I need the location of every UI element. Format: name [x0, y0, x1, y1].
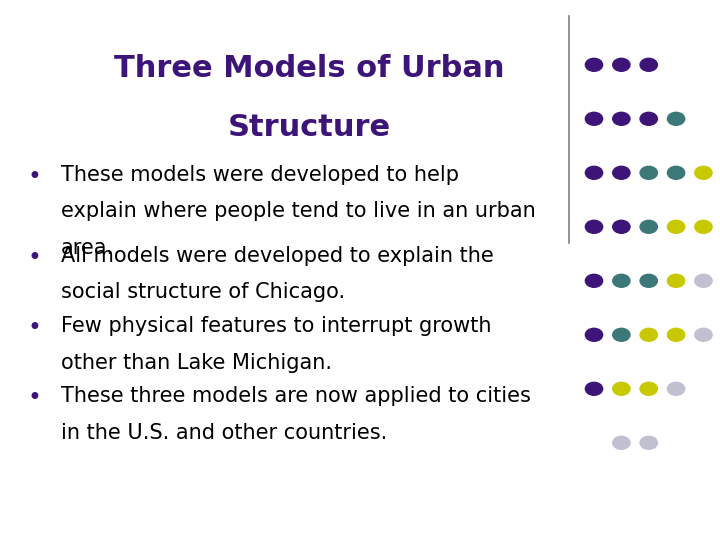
Text: •: • — [27, 246, 42, 269]
Text: in the U.S. and other countries.: in the U.S. and other countries. — [61, 423, 387, 443]
Text: explain where people tend to live in an urban: explain where people tend to live in an … — [61, 201, 536, 221]
Text: Structure: Structure — [228, 113, 391, 143]
Text: All models were developed to explain the: All models were developed to explain the — [61, 246, 494, 266]
Text: other than Lake Michigan.: other than Lake Michigan. — [61, 353, 332, 373]
Text: •: • — [27, 386, 42, 410]
Text: •: • — [27, 316, 42, 340]
Text: area.: area. — [61, 238, 114, 258]
Text: These models were developed to help: These models were developed to help — [61, 165, 459, 185]
Text: social structure of Chicago.: social structure of Chicago. — [61, 282, 346, 302]
Text: •: • — [27, 165, 42, 188]
Text: Three Models of Urban: Three Models of Urban — [114, 54, 505, 83]
Text: Few physical features to interrupt growth: Few physical features to interrupt growt… — [61, 316, 492, 336]
Text: These three models are now applied to cities: These three models are now applied to ci… — [61, 386, 531, 406]
